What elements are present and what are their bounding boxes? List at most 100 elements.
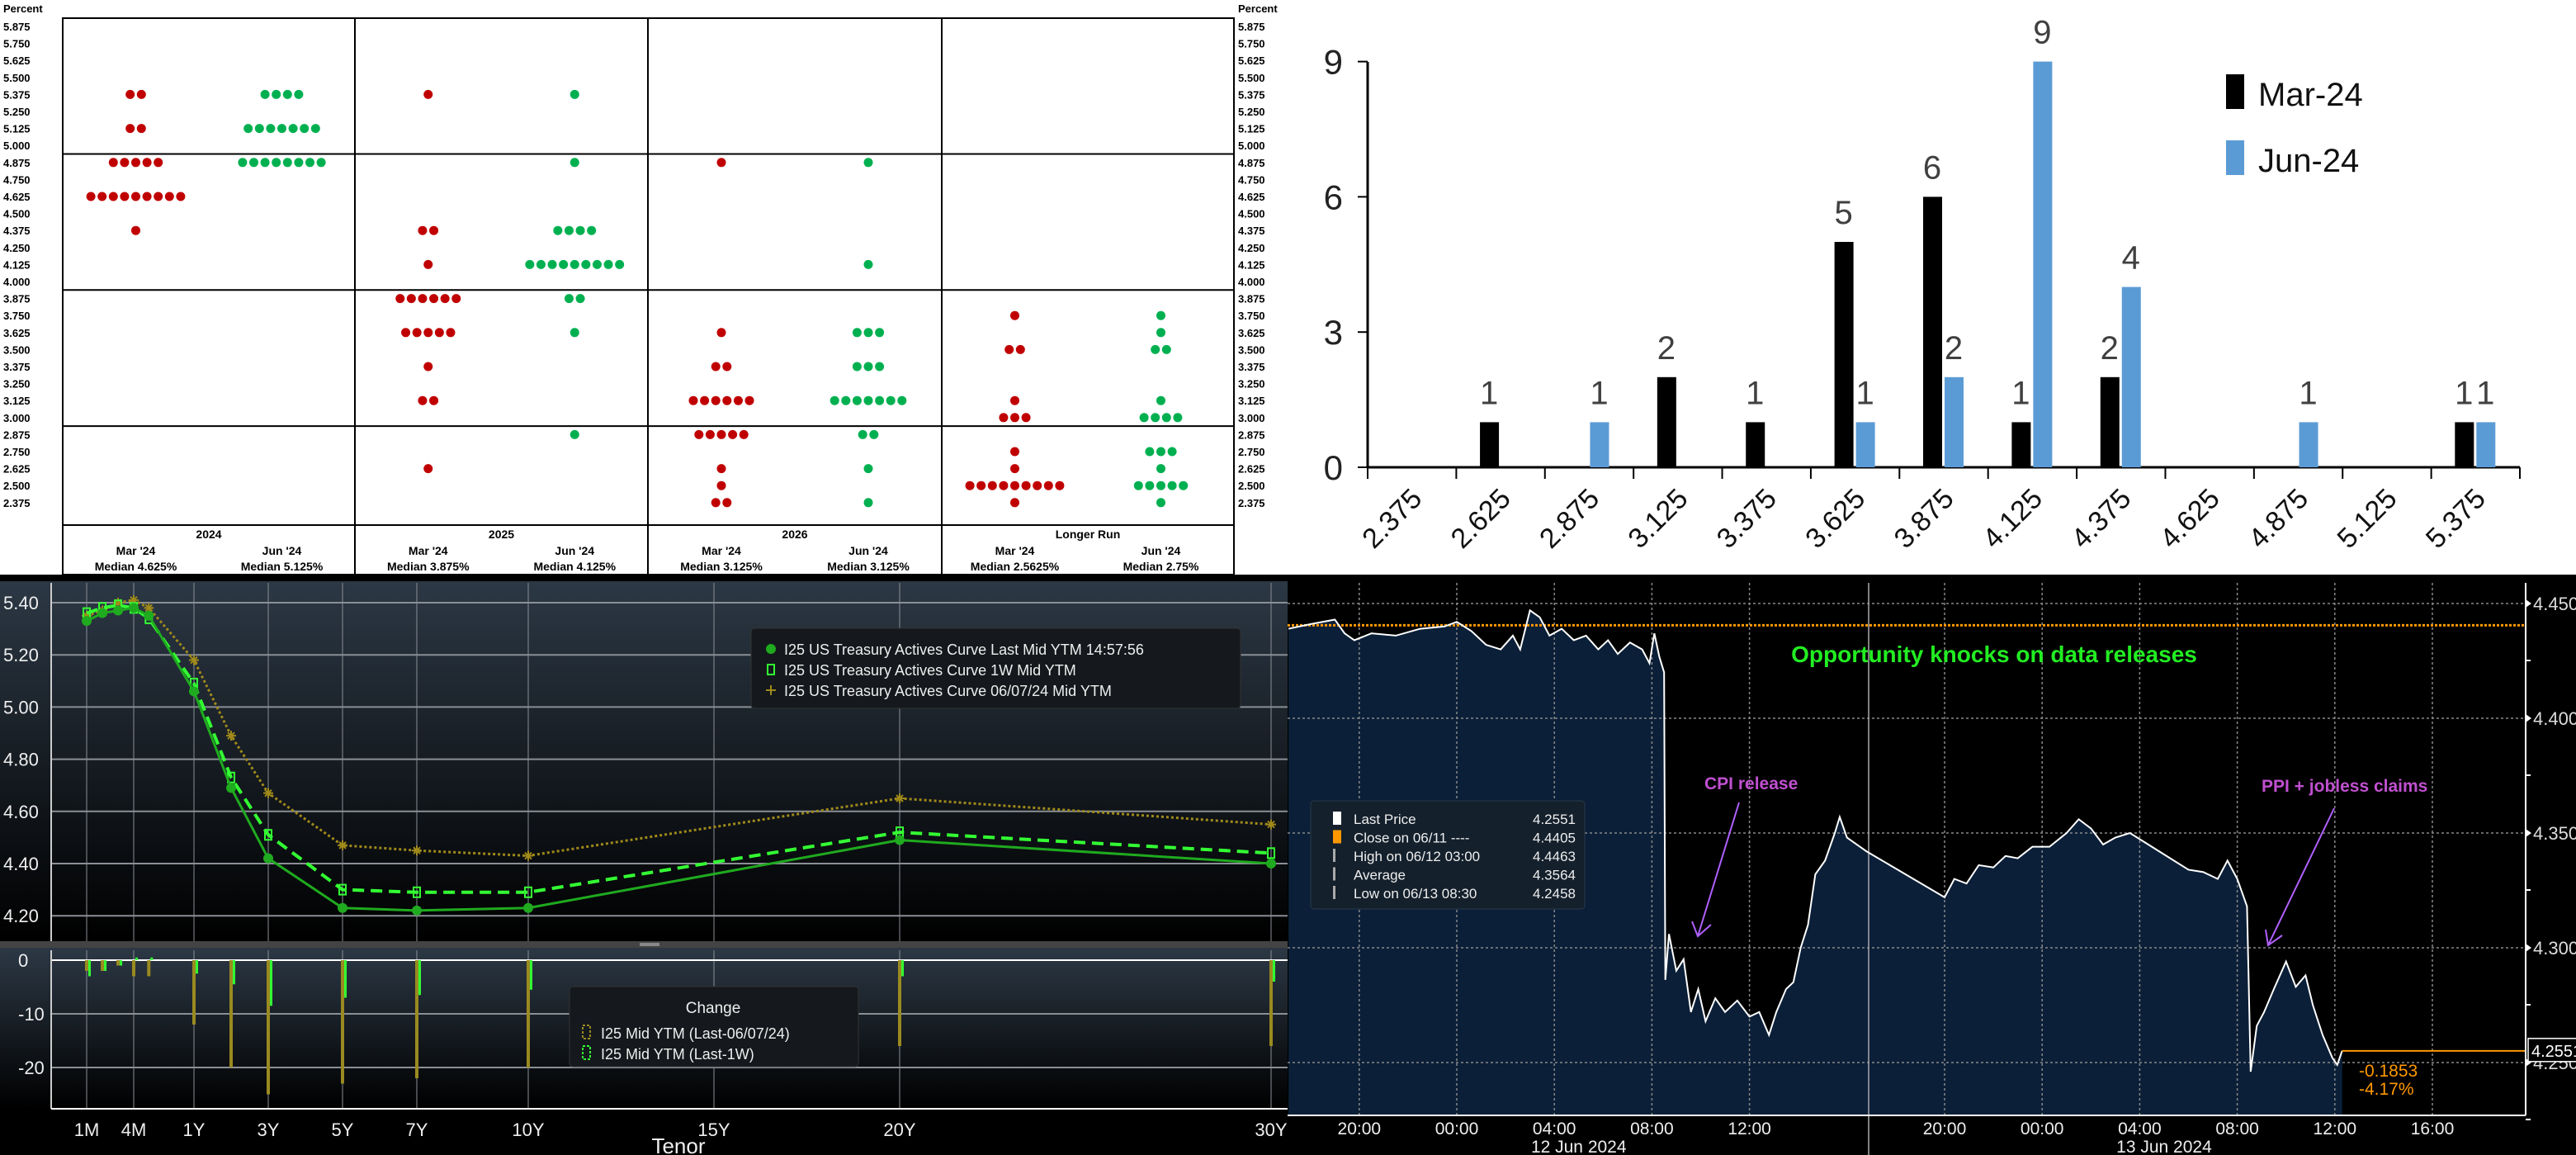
y-tick-label-left: 2.750 bbox=[3, 446, 31, 458]
y-tick-label: 4.350 bbox=[2533, 823, 2576, 844]
price-area bbox=[1288, 610, 2342, 1115]
curve-marker bbox=[412, 905, 422, 916]
pct-change-label: -4.17% bbox=[2359, 1080, 2414, 1099]
series-label: Jun '24 bbox=[262, 544, 302, 557]
dot bbox=[716, 429, 726, 439]
curve-marker bbox=[1267, 847, 1275, 859]
y-tick-label: 3 bbox=[1324, 313, 1343, 352]
bar-value-label: 6 bbox=[1923, 149, 1941, 186]
y-tick-label-left: 3.250 bbox=[3, 378, 31, 391]
series-label: Jun '24 bbox=[1141, 544, 1181, 557]
dot bbox=[711, 362, 721, 372]
bar-value-label: 1 bbox=[1590, 375, 1608, 411]
curve-marker bbox=[523, 850, 533, 861]
dot bbox=[525, 259, 535, 269]
dot bbox=[108, 158, 118, 168]
change-bar bbox=[196, 960, 198, 974]
dot bbox=[254, 124, 264, 134]
dot bbox=[243, 124, 253, 134]
dot bbox=[999, 413, 1009, 423]
dot bbox=[875, 362, 885, 372]
change-bar bbox=[233, 960, 235, 985]
dot bbox=[154, 158, 163, 168]
dot bbox=[136, 89, 146, 99]
y-tick-label-right: 5.250 bbox=[1238, 106, 1265, 118]
dot bbox=[1161, 344, 1171, 354]
dot bbox=[592, 259, 602, 269]
change-bar bbox=[1269, 960, 1273, 1046]
bar-mar-24 bbox=[1657, 376, 1676, 467]
dot bbox=[305, 158, 314, 168]
y-tick-label-left: 4.250 bbox=[3, 242, 31, 254]
dot bbox=[728, 429, 738, 439]
change-bar bbox=[898, 960, 901, 1046]
bar-mar-24 bbox=[1923, 196, 1942, 467]
x-tick-label: 2.375 bbox=[1356, 483, 1428, 555]
x-tick-label: 15Y bbox=[697, 1119, 730, 1140]
dot bbox=[603, 259, 613, 269]
y-tick-icon bbox=[2526, 714, 2531, 722]
dot bbox=[260, 89, 270, 99]
bar-value-label: 2 bbox=[1945, 330, 1963, 367]
y-tick-icon bbox=[2526, 1058, 2531, 1067]
dot bbox=[559, 259, 569, 269]
bar-mar-24 bbox=[2011, 422, 2031, 467]
dot bbox=[125, 89, 135, 99]
dot bbox=[131, 192, 140, 201]
curve-marker bbox=[1266, 859, 1276, 869]
curve-marker bbox=[82, 610, 92, 621]
x-tick-label: 3.125 bbox=[1622, 483, 1694, 555]
y-tick-label-right: 3.250 bbox=[1238, 378, 1265, 391]
change-y-tick-label: -20 bbox=[18, 1058, 45, 1078]
dot bbox=[863, 464, 873, 474]
bar-mar-24 bbox=[2100, 376, 2120, 467]
change-bar bbox=[901, 960, 904, 977]
dot bbox=[1010, 310, 1019, 320]
y-tick-label-right: 4.000 bbox=[1238, 276, 1265, 288]
dot bbox=[238, 158, 248, 168]
y-tick-label: 6 bbox=[1324, 178, 1343, 216]
dot bbox=[136, 124, 146, 134]
legend-marker bbox=[1333, 830, 1341, 844]
bar-jun-24 bbox=[1855, 422, 1875, 467]
cpi-arrow-icon bbox=[1691, 802, 1740, 938]
y-tick-label: 5.00 bbox=[3, 697, 39, 717]
y-tick-label-right: 3.000 bbox=[1238, 412, 1265, 424]
dot bbox=[863, 362, 873, 372]
dot bbox=[570, 259, 579, 269]
change-bar bbox=[270, 960, 272, 1006]
y-tick-label-left: 3.625 bbox=[3, 327, 31, 339]
median-label: Median 2.5625% bbox=[971, 560, 1060, 573]
legend-label: Average bbox=[1354, 868, 1406, 883]
y-tick-label-left: 5.500 bbox=[3, 72, 31, 84]
y-tick-label-left: 4.125 bbox=[3, 258, 31, 271]
dot bbox=[1010, 480, 1019, 490]
dot bbox=[863, 498, 873, 508]
curve-marker bbox=[226, 783, 236, 793]
change-bar bbox=[418, 960, 421, 996]
dot bbox=[300, 124, 310, 134]
x-tick-label: 20Y bbox=[883, 1119, 915, 1140]
x-tick-label: 12:00 bbox=[1728, 1119, 1771, 1138]
y-tick-label-right: 4.250 bbox=[1238, 242, 1265, 254]
dot bbox=[869, 429, 879, 439]
change-bar bbox=[116, 960, 121, 966]
dot bbox=[1167, 447, 1177, 457]
dot bbox=[1021, 480, 1031, 490]
x-tick-label: 4.125 bbox=[1977, 483, 2049, 555]
bar-value-label: 9 bbox=[2033, 15, 2051, 51]
dot bbox=[1167, 480, 1177, 490]
y-tick-label: 4.60 bbox=[3, 802, 39, 822]
change-bar bbox=[104, 960, 107, 971]
dot bbox=[154, 192, 163, 201]
change-legend: Change I25 Mid YTM (Last-06/07/24) I25 Mid… bbox=[569, 986, 859, 1067]
curve-marker bbox=[97, 608, 108, 618]
dot bbox=[97, 192, 107, 201]
y-tick-label-right: 5.125 bbox=[1238, 123, 1265, 135]
y-tick-label: 5.40 bbox=[3, 593, 39, 613]
dot bbox=[863, 328, 873, 338]
change-bar bbox=[530, 960, 532, 990]
dot bbox=[288, 124, 298, 134]
change-bar bbox=[101, 960, 105, 971]
x-tick-label: 00:00 bbox=[2021, 1119, 2064, 1138]
